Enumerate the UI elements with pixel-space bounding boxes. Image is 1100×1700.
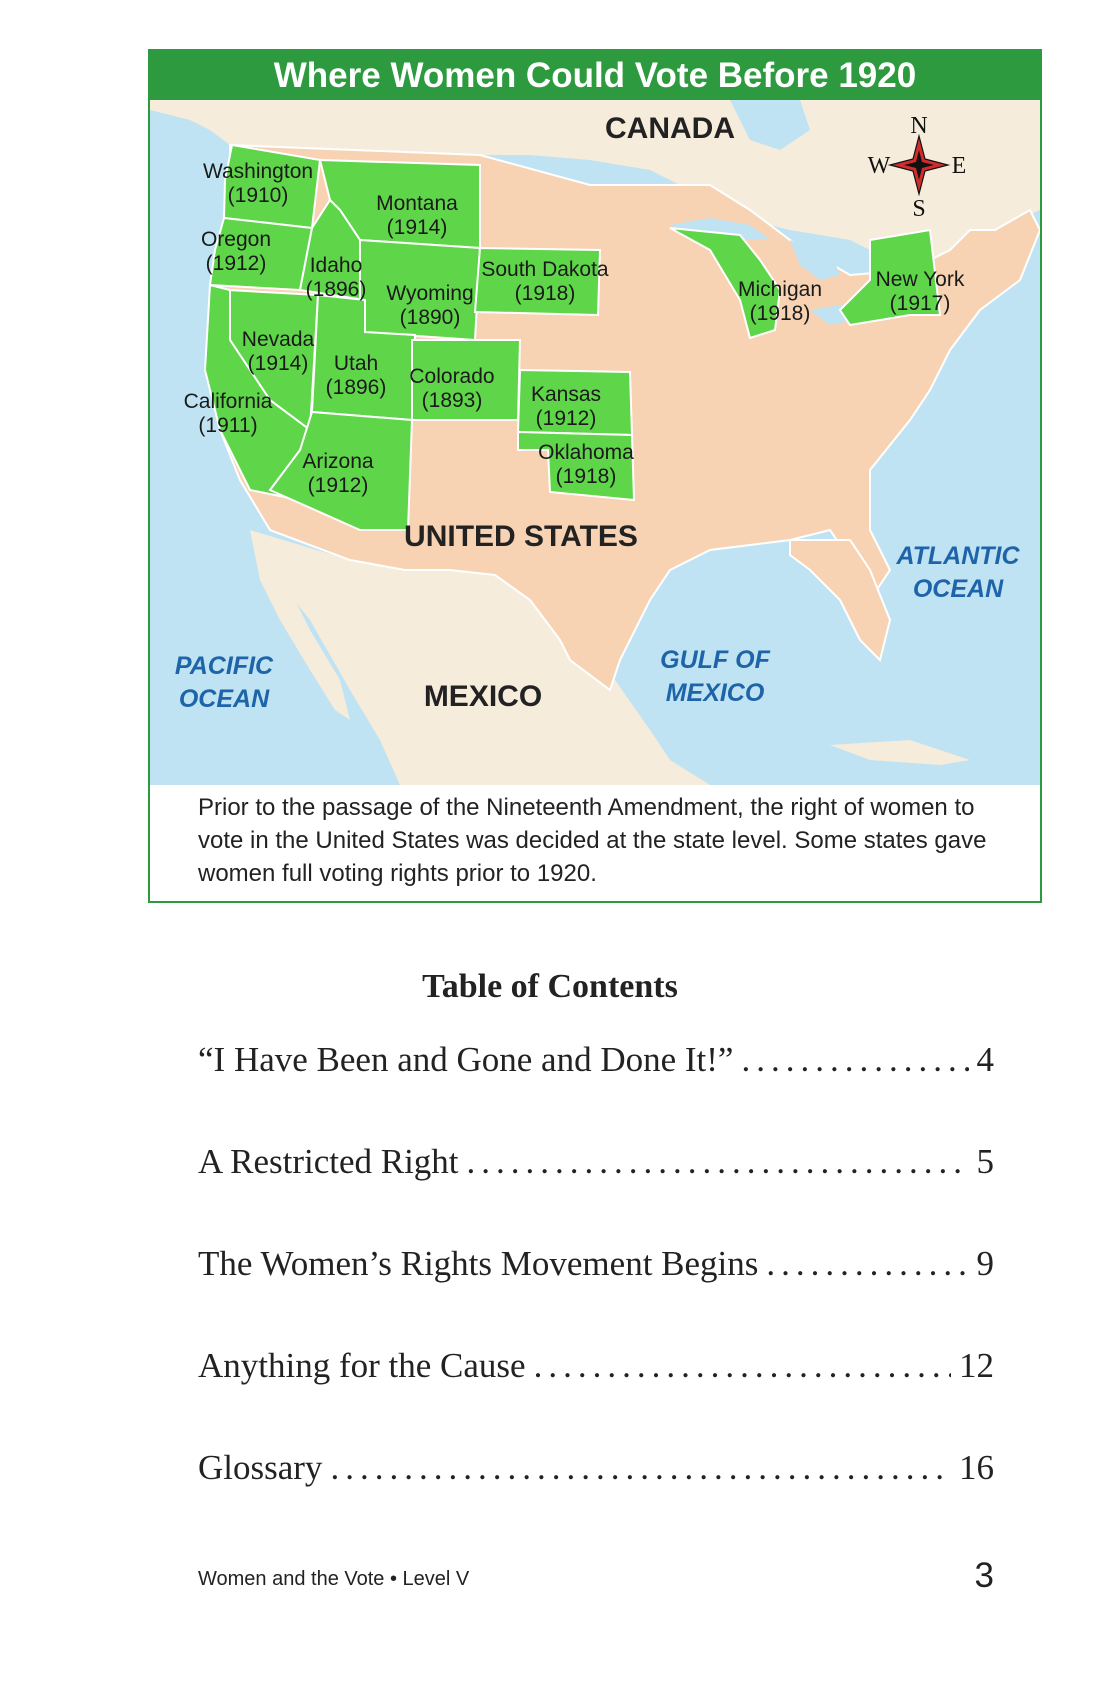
toc-entry-page: 12	[959, 1346, 994, 1385]
state-label-oklahoma: Oklahoma	[538, 441, 634, 464]
state-year-south-dakota: (1918)	[515, 282, 576, 305]
state-year-california: (1911)	[198, 414, 257, 437]
toc-entry-title: “I Have Been and Gone and Done It!”	[198, 1040, 734, 1079]
state-shape-oregon	[208, 216, 314, 292]
toc-leader-dots: ........................................…	[533, 1346, 951, 1385]
state-label-utah: Utah	[334, 352, 378, 375]
state-label-colorado: Colorado	[409, 365, 494, 388]
state-shape-arizona	[268, 410, 414, 531]
label-gulf-1: GULF OF	[660, 646, 770, 674]
footer-page-number: 3	[974, 1556, 994, 1595]
mexico-land	[250, 530, 710, 785]
toc-entry[interactable]: “I Have Been and Gone and Done It!” ....…	[198, 1040, 994, 1090]
state-labels: Washington (1910) Oregon (1912) Montana …	[184, 160, 965, 497]
toc-entry-title: Anything for the Cause	[198, 1346, 526, 1385]
label-atlantic-1: ATLANTIC	[895, 542, 1020, 570]
label-atlantic-2: OCEAN	[913, 575, 1004, 603]
state-shape-michigan	[669, 227, 782, 340]
state-label-nevada: Nevada	[242, 328, 315, 351]
state-label-new-york: New York	[876, 268, 965, 291]
florida	[789, 539, 892, 662]
map-figure: Where Women Could Vote Before 1920	[148, 49, 1042, 903]
state-year-new-york: (1917)	[890, 292, 951, 315]
toc-entry-page: 4	[976, 1040, 995, 1079]
state-label-montana: Montana	[376, 192, 458, 215]
state-year-wyoming: (1890)	[400, 306, 461, 329]
state-year-oklahoma: (1918)	[556, 465, 617, 488]
toc-leader-dots: ........................................…	[766, 1244, 969, 1283]
state-year-washington: (1910)	[228, 184, 289, 207]
hudson-bay	[730, 100, 810, 150]
toc-entry-page: 5	[976, 1142, 995, 1181]
state-year-oregon: (1912)	[206, 252, 267, 275]
state-year-nevada: (1914)	[248, 352, 309, 375]
state-year-montana: (1914)	[387, 216, 448, 239]
state-year-kansas: (1912)	[536, 407, 597, 430]
map-svg: Washington (1910) Oregon (1912) Montana …	[150, 100, 1040, 785]
state-year-colorado: (1893)	[422, 389, 483, 412]
toc-leader-dots: ........................................…	[466, 1142, 969, 1181]
toc-entry-title: The Women’s Rights Movement Begins	[198, 1244, 759, 1283]
compass-e: E	[952, 153, 967, 179]
canada-land	[150, 100, 1040, 275]
compass-n: N	[910, 113, 927, 139]
state-label-oregon: Oregon	[201, 228, 271, 251]
label-gulf-2: MEXICO	[666, 679, 765, 707]
label-mexico: MEXICO	[424, 680, 542, 713]
footer-book-title: Women and the Vote • Level V	[198, 1568, 470, 1590]
great-lakes	[670, 218, 920, 325]
state-year-idaho: (1896)	[306, 278, 367, 301]
toc-leader-dots: ........................................…	[741, 1040, 968, 1079]
toc-leader-dots: ........................................…	[330, 1448, 951, 1487]
state-label-idaho: Idaho	[310, 254, 363, 277]
state-shape-new-york	[838, 228, 942, 327]
cuba	[830, 740, 970, 765]
suffrage-map: Washington (1910) Oregon (1912) Montana …	[150, 100, 1040, 785]
state-label-wyoming: Wyoming	[386, 282, 473, 305]
state-label-kansas: Kansas	[531, 383, 601, 406]
state-label-washington: Washington	[203, 160, 313, 183]
state-year-michigan: (1918)	[750, 302, 811, 325]
label-united-states: UNITED STATES	[404, 520, 638, 553]
state-year-arizona: (1912)	[308, 474, 369, 497]
toc-entry[interactable]: A Restricted Right .....................…	[198, 1142, 994, 1192]
state-label-arizona: Arizona	[302, 450, 374, 473]
toc-entry-page: 16	[959, 1448, 994, 1487]
label-pacific-2: OCEAN	[179, 685, 270, 713]
state-shape-oklahoma	[517, 430, 636, 502]
toc-entry[interactable]: Anything for the Cause .................…	[198, 1346, 994, 1396]
map-caption: Prior to the passage of the Nineteenth A…	[198, 794, 987, 887]
toc-entry-page: 9	[976, 1244, 995, 1283]
compass-w: W	[868, 153, 891, 179]
state-label-michigan: Michigan	[738, 278, 822, 301]
state-label-south-dakota: South Dakota	[481, 258, 609, 281]
toc-entry[interactable]: Glossary ...............................…	[198, 1448, 994, 1498]
compass-s: S	[912, 196, 925, 222]
baja-peninsula	[250, 530, 350, 720]
state-shape-south-dakota	[473, 246, 602, 317]
toc-title: Table of Contents	[422, 968, 678, 1005]
label-canada: CANADA	[605, 112, 735, 145]
state-year-utah: (1896)	[326, 376, 387, 399]
label-pacific-1: PACIFIC	[175, 652, 274, 680]
toc-entry-title: A Restricted Right	[198, 1142, 459, 1181]
map-title: Where Women Could Vote Before 1920	[150, 51, 1040, 100]
toc-entry-title: Glossary	[198, 1448, 323, 1487]
compass-rose: N S E W	[868, 113, 967, 222]
suffrage-states	[203, 143, 942, 531]
compass-star-inner-icon	[904, 150, 934, 180]
state-label-california: California	[184, 390, 273, 413]
toc-entry[interactable]: The Women’s Rights Movement Begins .....…	[198, 1244, 994, 1294]
